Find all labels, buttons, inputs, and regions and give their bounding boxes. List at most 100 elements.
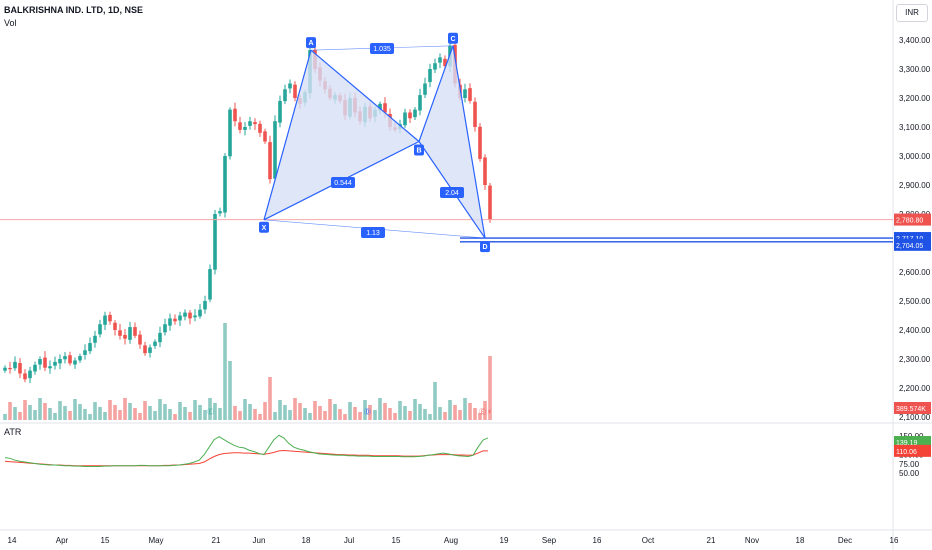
time-label: Oct	[642, 536, 655, 545]
candle-body	[163, 324, 167, 333]
candle-body	[48, 366, 52, 369]
candle-body	[228, 109, 232, 157]
time-label: Aug	[444, 536, 458, 545]
candle-body	[488, 185, 492, 220]
volume-bar	[353, 407, 357, 420]
candle-body	[143, 345, 147, 354]
candle-body	[438, 57, 442, 63]
candle-body	[433, 63, 437, 70]
candle-body	[223, 156, 227, 213]
volume-bar	[433, 382, 437, 420]
volume-bar	[273, 412, 277, 420]
pattern-point-label: B	[416, 148, 421, 155]
candle-body	[53, 361, 57, 366]
candle-body	[98, 324, 102, 335]
candle-body	[403, 112, 407, 126]
volume-bar	[153, 411, 157, 420]
volume-bar	[203, 410, 207, 420]
time-label: 16	[593, 536, 602, 545]
atr-label: ATR	[4, 427, 22, 437]
currency-button[interactable]: INR	[896, 4, 928, 22]
volume-bar	[148, 406, 152, 420]
candle-body	[243, 127, 247, 130]
pattern-point-badge	[259, 221, 269, 233]
volume-bar	[3, 414, 7, 420]
volume-bar	[328, 399, 332, 420]
time-label: 19	[500, 536, 509, 545]
candle-body	[78, 356, 82, 361]
volume-tag-bg	[894, 402, 931, 414]
volume-bar	[393, 413, 397, 420]
volume-bar	[423, 409, 427, 420]
candle-body	[88, 343, 92, 352]
volume-bar	[18, 412, 22, 420]
volume-bar	[268, 377, 272, 420]
candle-body	[38, 359, 42, 365]
volume-bar	[168, 409, 172, 420]
volume-bar	[338, 409, 342, 420]
volume-bar	[98, 407, 102, 420]
price-tick: 2,300.00	[899, 355, 931, 364]
time-label: May	[148, 536, 163, 545]
time-label: 18	[796, 536, 805, 545]
candle-body	[183, 312, 187, 317]
volume-bar	[238, 411, 242, 420]
candle-body	[8, 367, 12, 370]
volume-bar	[88, 414, 92, 420]
pattern-point-badge	[414, 144, 424, 156]
volume-bar	[48, 408, 52, 420]
candle-body	[133, 327, 137, 336]
candle-body	[148, 347, 152, 353]
time-label: Apr	[56, 536, 69, 545]
pattern-point-badge	[480, 241, 490, 253]
volume-bar	[458, 410, 462, 420]
earnings-icon: Ⓔ	[479, 408, 486, 416]
price-tick: 2,400.00	[899, 326, 931, 335]
volume-bar	[158, 399, 162, 420]
atr-green-tag: 139.19	[896, 440, 918, 447]
level-tag: 2,704.05	[896, 243, 923, 250]
price-tick: 2,200.00	[899, 384, 931, 393]
volume-bar	[53, 413, 57, 420]
candle-body	[268, 142, 272, 180]
volume-bar	[343, 414, 347, 420]
volume-bar	[213, 403, 217, 420]
volume-bar	[438, 407, 442, 420]
volume-bar	[108, 400, 112, 420]
time-label: 14	[8, 536, 17, 545]
volume-bar	[28, 405, 32, 420]
volume-bar	[68, 411, 72, 420]
volume-bar	[193, 400, 197, 420]
candle-body	[93, 335, 97, 343]
volume-bar	[368, 405, 372, 420]
volume-bar	[278, 400, 282, 420]
volume-bar	[83, 409, 87, 420]
pattern-ratio-badge	[440, 187, 464, 198]
price-tick: 3,200.00	[899, 94, 931, 103]
candle-body	[188, 312, 192, 319]
pattern-ratio-badge	[331, 177, 355, 188]
dividend-icon: Ⓓ	[364, 408, 371, 416]
time-label: 18	[302, 536, 311, 545]
volume-bar	[478, 413, 482, 420]
volume-bar	[428, 414, 432, 420]
candle-body	[278, 100, 282, 123]
volume-bar	[333, 404, 337, 420]
candle-body	[203, 301, 207, 310]
volume-bar	[318, 406, 322, 420]
volume-bar	[173, 414, 177, 420]
time-label: Nov	[745, 536, 759, 545]
volume-bar	[258, 414, 262, 420]
volume-bar	[453, 405, 457, 420]
candle-body	[173, 318, 177, 322]
volume-bar	[473, 408, 477, 420]
time-label: 16	[890, 536, 899, 545]
candle-body	[273, 121, 277, 179]
candle-body	[108, 314, 112, 322]
candle-body	[258, 123, 262, 133]
candle-body	[473, 101, 477, 127]
volume-bar	[408, 411, 412, 420]
volume-bar	[403, 406, 407, 420]
candle-body	[113, 322, 117, 330]
